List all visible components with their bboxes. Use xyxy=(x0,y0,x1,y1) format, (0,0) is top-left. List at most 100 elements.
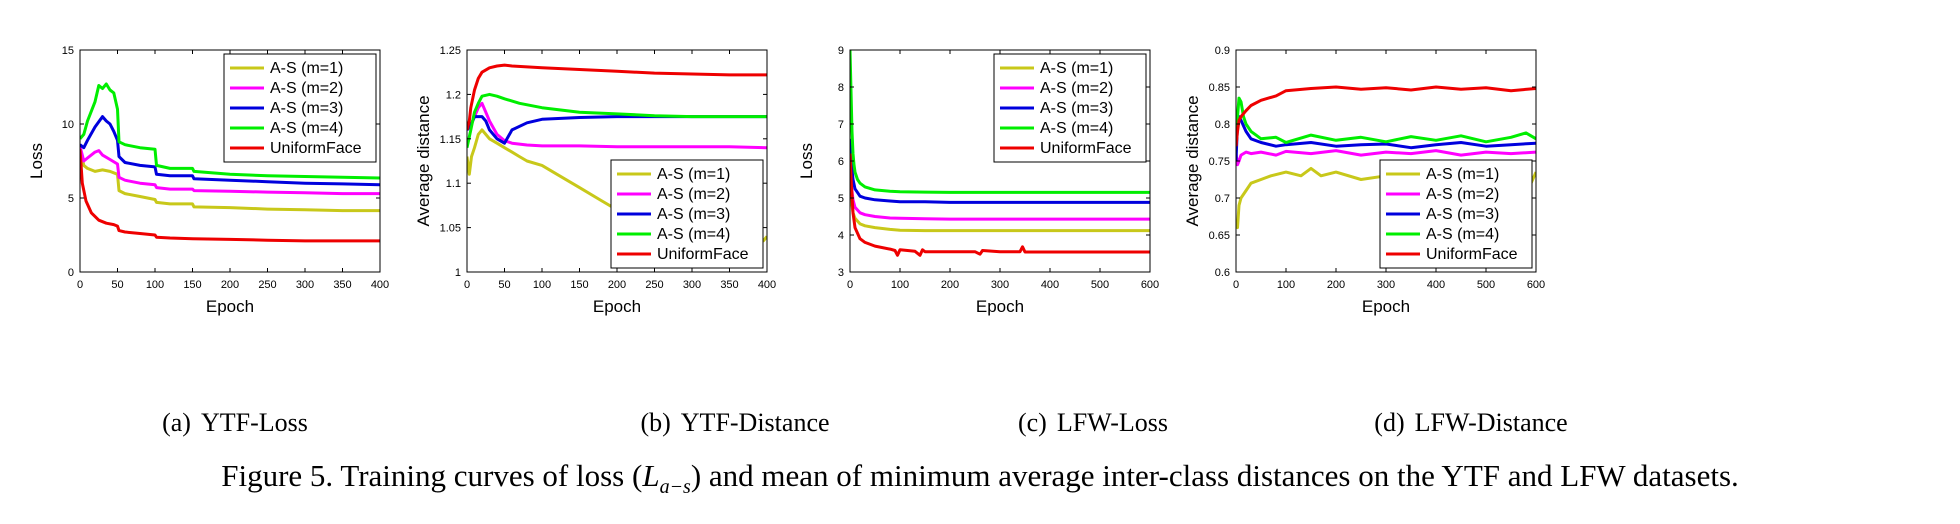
y-tick-label-c-3: 6 xyxy=(838,156,844,168)
x-axis-title-d: Epoch xyxy=(1362,297,1410,316)
x-tick-label-b-7: 350 xyxy=(720,279,738,291)
y-tick-label-b-3: 1.15 xyxy=(440,134,461,146)
x-axis-title-b: Epoch xyxy=(593,297,641,316)
y-axis-title-b: Average distance xyxy=(414,95,433,226)
y-tick-label-c-5: 8 xyxy=(838,82,844,94)
figure-caption-suffix: ) and mean of minimum average inter-clas… xyxy=(690,458,1739,493)
series-line-d-2 xyxy=(1236,115,1536,162)
legend-label-b-0: A-S (m=1) xyxy=(657,166,730,183)
legend-label-c-3: A-S (m=4) xyxy=(1040,120,1113,137)
legend-label-d-4: UniformFace xyxy=(1426,246,1518,263)
chart-panel-lfw-loss: 0 100 200 300 400 500 600 3 4 5 6 7 8 9 Epoch Loss A-S (… xyxy=(797,45,1159,316)
x-tick-label-a-7: 350 xyxy=(333,279,351,291)
y-tick-label-d-6: 0.9 xyxy=(1215,45,1230,57)
legend-label-b-4: UniformFace xyxy=(657,246,749,263)
x-tick-label-a-8: 400 xyxy=(371,279,389,291)
subcaption-c-text: LFW-Loss xyxy=(1056,408,1169,437)
legend-label-d-2: A-S (m=3) xyxy=(1426,206,1499,223)
subcaption-a-text: YTF-Loss xyxy=(200,408,308,437)
x-tick-label-c-4: 400 xyxy=(1041,279,1059,291)
subcaption-d: (d) LFW-Distance xyxy=(1236,408,1706,438)
x-tick-label-c-2: 200 xyxy=(941,279,959,291)
subcaption-d-tag: (d) xyxy=(1374,408,1405,437)
y-tick-label-b-2: 1.1 xyxy=(446,178,461,190)
x-tick-label-c-3: 300 xyxy=(991,279,1009,291)
legend-label-c-0: A-S (m=1) xyxy=(1040,60,1113,77)
figure-caption-prefix: Figure 5. Training curves of loss ( xyxy=(221,458,643,493)
legend-label-a-0: A-S (m=1) xyxy=(270,60,343,77)
series-line-a-1 xyxy=(80,145,380,196)
y-axis-title-a: Loss xyxy=(27,143,46,179)
series-line-a-2 xyxy=(80,115,380,187)
x-tick-label-c-5: 500 xyxy=(1091,279,1109,291)
series-line-d-3 xyxy=(1236,96,1536,144)
legend-label-b-1: A-S (m=2) xyxy=(657,186,730,203)
y-tick-label-b-5: 1.25 xyxy=(440,45,461,57)
legend-a: A-S (m=1) A-S (m=2) A-S (m=3) A-S (m=4) Unif… xyxy=(223,53,377,163)
legend-label-b-3: A-S (m=4) xyxy=(657,226,730,243)
y-tick-label-d-4: 0.8 xyxy=(1215,119,1230,131)
series-line-b-2 xyxy=(467,115,767,145)
y-tick-label-c-2: 5 xyxy=(838,193,844,205)
series-line-b-1 xyxy=(467,101,767,150)
subcaption-a-tag: (a) xyxy=(162,408,191,437)
series-line-c-2 xyxy=(850,138,1150,204)
x-tick-label-d-6: 600 xyxy=(1527,279,1545,291)
legend-label-b-2: A-S (m=3) xyxy=(657,206,730,223)
subcaption-b-text: YTF-Distance xyxy=(680,408,830,437)
x-tick-label-b-2: 100 xyxy=(533,279,551,291)
y-tick-label-b-0: 1 xyxy=(455,267,461,279)
legend-label-a-4: UniformFace xyxy=(270,140,362,157)
x-tick-label-b-5: 250 xyxy=(645,279,663,291)
series-line-a-0 xyxy=(80,145,380,213)
series-line-c-4 xyxy=(850,153,1150,257)
y-tick-label-d-1: 0.65 xyxy=(1209,230,1230,242)
legend-label-c-1: A-S (m=2) xyxy=(1040,80,1113,97)
figure-caption-symbol: L xyxy=(642,458,660,493)
chart-panel-ytf-loss: 0 50 100 150 200 250 300 350 400 0 5 10 15 Epoch Loss A… xyxy=(27,45,389,316)
legend-label-a-3: A-S (m=4) xyxy=(270,120,343,137)
legend-label-d-0: A-S (m=1) xyxy=(1426,166,1499,183)
series-line-d-4 xyxy=(1236,85,1536,147)
y-tick-label-a-1: 5 xyxy=(68,193,74,205)
x-tick-label-d-0: 0 xyxy=(1233,279,1239,291)
x-tick-label-a-2: 100 xyxy=(146,279,164,291)
y-tick-label-b-4: 1.2 xyxy=(446,89,461,101)
y-tick-label-d-3: 0.75 xyxy=(1209,156,1230,168)
x-tick-label-c-1: 100 xyxy=(891,279,909,291)
x-tick-label-b-6: 300 xyxy=(683,279,701,291)
x-tick-label-c-6: 600 xyxy=(1141,279,1159,291)
x-tick-label-b-4: 200 xyxy=(608,279,626,291)
legend-label-d-1: A-S (m=2) xyxy=(1426,186,1499,203)
x-tick-label-b-1: 50 xyxy=(498,279,510,291)
series-line-c-3 xyxy=(850,50,1150,194)
x-tick-label-d-5: 500 xyxy=(1477,279,1495,291)
legend-d: A-S (m=1) A-S (m=2) A-S (m=3) A-S (m=4) Unif… xyxy=(1379,159,1533,269)
legend-b: A-S (m=1) A-S (m=2) A-S (m=3) A-S (m=4) Unif… xyxy=(610,159,764,269)
series-line-d-1 xyxy=(1236,149,1536,167)
x-tick-label-c-0: 0 xyxy=(847,279,853,291)
series-line-a-4 xyxy=(80,149,380,243)
legend-label-c-2: A-S (m=3) xyxy=(1040,100,1113,117)
x-tick-label-b-3: 150 xyxy=(570,279,588,291)
subcaption-c-tag: (c) xyxy=(1017,408,1047,437)
x-tick-label-b-0: 0 xyxy=(464,279,470,291)
subcaption-d-text: LFW-Distance xyxy=(1414,408,1568,437)
legend-c: A-S (m=1) A-S (m=2) A-S (m=3) A-S (m=4) Unif… xyxy=(993,53,1147,163)
y-tick-label-d-2: 0.7 xyxy=(1215,193,1230,205)
y-tick-label-c-0: 3 xyxy=(838,267,844,279)
series-line-b-4 xyxy=(467,63,767,131)
subcaption-b-tag: (b) xyxy=(640,408,671,437)
y-axis-title-c: Loss xyxy=(797,143,816,179)
y-tick-label-d-0: 0.6 xyxy=(1215,267,1230,279)
subcaption-b: (b) YTF-Distance xyxy=(500,408,970,438)
series-line-b-3 xyxy=(467,92,767,149)
subcaption-c: (c) LFW-Loss xyxy=(858,408,1328,438)
y-tick-label-c-1: 4 xyxy=(838,230,844,242)
x-tick-label-b-8: 400 xyxy=(758,279,776,291)
legend-label-a-2: A-S (m=3) xyxy=(270,100,343,117)
x-tick-label-a-6: 300 xyxy=(296,279,314,291)
y-tick-label-d-5: 0.85 xyxy=(1209,82,1230,94)
x-tick-label-d-3: 300 xyxy=(1377,279,1395,291)
